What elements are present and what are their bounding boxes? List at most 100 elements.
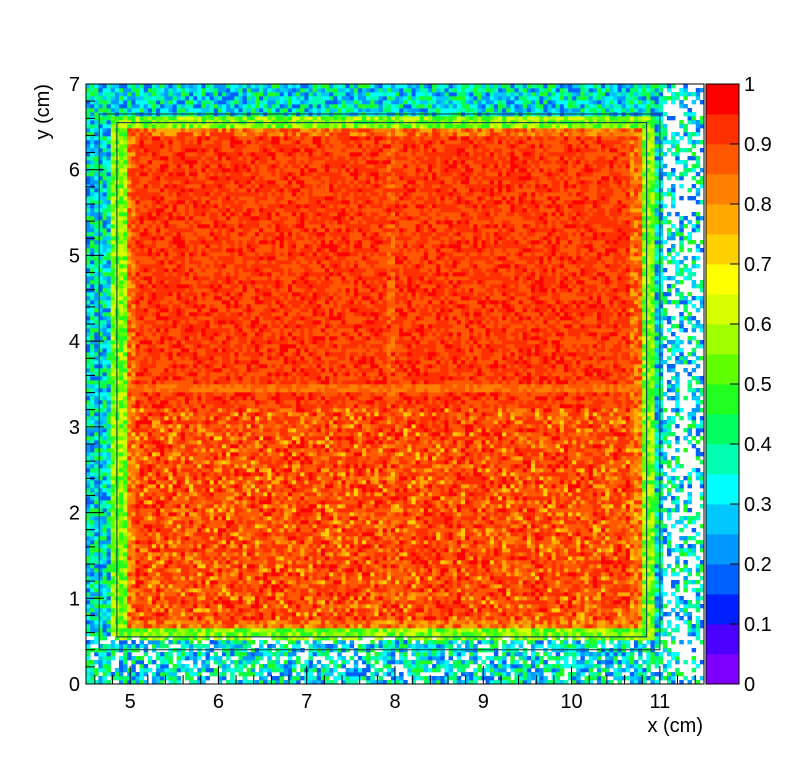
heatmap-cell [551, 596, 557, 601]
heatmap-cell [526, 604, 532, 609]
heatmap-cell [316, 624, 322, 629]
heatmap-cell [333, 628, 338, 633]
heatmap-cell [370, 680, 375, 685]
heatmap-cell [118, 596, 124, 601]
heatmap-cell [502, 668, 507, 673]
heatmap-cell [629, 632, 635, 637]
heatmap-cell [440, 644, 445, 649]
heatmap-cell [580, 668, 585, 673]
heatmap-cell [349, 548, 355, 553]
heatmap-cell [535, 588, 540, 593]
heatmap-cell [176, 640, 182, 645]
heatmap-cell [131, 580, 136, 585]
heatmap-cell [283, 548, 289, 553]
heatmap-cell [300, 676, 305, 681]
heatmap-cell [176, 612, 182, 617]
heatmap-cell [699, 564, 705, 569]
heatmap-cell [465, 588, 470, 593]
heatmap-cell [160, 668, 165, 673]
heatmap-cell [341, 604, 346, 609]
heatmap-cell [551, 552, 557, 557]
heatmap-cell [193, 612, 198, 617]
heatmap-cell [205, 612, 210, 617]
heatmap-cell [633, 680, 639, 685]
heatmap-cell [259, 608, 264, 613]
heatmap-cell [699, 588, 705, 593]
heatmap-cell [563, 552, 569, 557]
heatmap-cell [448, 552, 454, 557]
heatmap-cell [498, 624, 503, 629]
heatmap-cell [271, 600, 276, 605]
heatmap-cell [378, 556, 383, 561]
heatmap-cell [584, 576, 589, 581]
heatmap-cell [242, 560, 248, 565]
heatmap-cell [205, 536, 210, 541]
heatmap-cell [238, 608, 243, 613]
heatmap-cell [254, 672, 260, 677]
heatmap-cell [201, 608, 206, 613]
heatmap-cell [275, 544, 280, 549]
heatmap-cell [151, 576, 157, 581]
heatmap-cell [362, 548, 367, 553]
heatmap-cell [403, 624, 408, 629]
heatmap-cell [378, 636, 383, 641]
heatmap-cell [432, 644, 437, 649]
heatmap-cell [489, 596, 495, 601]
heatmap-cell [312, 532, 318, 537]
heatmap-cell [407, 632, 412, 637]
heatmap-cell [189, 532, 194, 537]
heatmap-cell [250, 612, 256, 617]
heatmap-cell [246, 552, 252, 557]
heatmap-cell [259, 548, 264, 553]
heatmap-cell [357, 576, 363, 581]
heatmap-cell [617, 560, 622, 565]
heatmap-cell [164, 576, 169, 581]
heatmap-cell [666, 540, 672, 545]
heatmap-cell [629, 664, 635, 669]
heatmap-cell [609, 572, 614, 577]
heatmap-cell [337, 620, 342, 625]
heatmap-cell [691, 676, 697, 681]
heatmap-cell [283, 624, 289, 629]
heatmap-cell [324, 616, 330, 621]
heatmap-cell [687, 568, 692, 573]
heatmap-cell [250, 640, 256, 645]
heatmap-cell [440, 604, 445, 609]
heatmap-cell [658, 540, 664, 545]
heatmap-cell [601, 652, 606, 657]
heatmap-cell [254, 556, 260, 561]
heatmap-cell [526, 636, 532, 641]
heatmap-cell [605, 672, 610, 677]
heatmap-cell [362, 568, 367, 573]
heatmap-cell [543, 652, 548, 657]
heatmap-cell [551, 640, 557, 645]
heatmap-cell [555, 624, 561, 629]
heatmap-cell [646, 656, 651, 661]
heatmap-cell [522, 620, 528, 625]
heatmap-cell [106, 572, 112, 577]
heatmap-cell [658, 572, 664, 577]
heatmap-cell [460, 592, 466, 597]
heatmap-cell [205, 576, 210, 581]
heatmap-cell [596, 656, 602, 661]
heatmap-cell [184, 628, 190, 633]
heatmap-cell [427, 628, 433, 633]
heatmap-cell [333, 532, 338, 537]
heatmap-cell [353, 536, 359, 541]
heatmap-cell [90, 556, 95, 561]
heatmap-cell [333, 592, 338, 597]
heatmap-cell [551, 584, 557, 589]
heatmap-cell [180, 576, 186, 581]
heatmap-cell [436, 632, 441, 637]
heatmap-cell [625, 580, 631, 585]
heatmap-cell [518, 584, 524, 589]
heatmap-cell [156, 676, 161, 681]
heatmap-cell [271, 536, 276, 541]
heatmap-cell [221, 592, 227, 597]
heatmap-cell [316, 612, 322, 617]
heatmap-cell [106, 660, 112, 665]
heatmap-cell [168, 596, 173, 601]
heatmap-cell [572, 560, 577, 565]
heatmap-cell [498, 564, 503, 569]
heatmap-cell [234, 652, 239, 657]
